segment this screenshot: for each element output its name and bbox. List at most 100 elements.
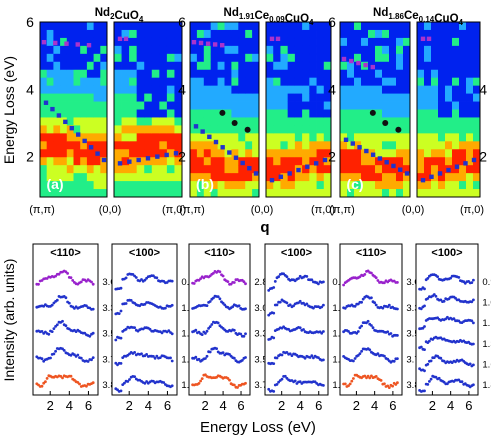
spectrum-point <box>343 306 347 310</box>
map-cell <box>100 37 108 47</box>
x-tick-label: 2 <box>278 398 285 413</box>
map-cell <box>309 37 317 47</box>
spectrum-point <box>356 354 360 357</box>
spectrum-point <box>353 304 357 308</box>
map-cell <box>86 133 94 142</box>
map-cell <box>445 29 453 39</box>
map-cell <box>224 165 232 174</box>
map-cell <box>80 165 88 174</box>
spectrum-frame <box>188 243 251 396</box>
map-cell <box>417 37 425 47</box>
dispersion-marker <box>420 177 426 183</box>
spectrum-point <box>40 357 44 361</box>
map-cell <box>144 101 153 110</box>
map-cell <box>375 37 383 47</box>
map-cell <box>459 69 467 79</box>
map-cell <box>354 157 362 166</box>
map-cell <box>86 101 94 110</box>
spectrum-point <box>472 278 475 282</box>
map-cell <box>46 149 54 158</box>
map-cell <box>361 109 369 118</box>
map-cell <box>396 141 404 150</box>
x-tick-label: 6 <box>315 398 322 413</box>
map-cell <box>294 133 303 142</box>
spectrum-point <box>145 276 149 280</box>
spectrum-point <box>356 330 360 333</box>
map-cell <box>80 141 88 150</box>
map-cell <box>438 61 446 71</box>
spectrum-point <box>226 280 230 283</box>
x-tick-label: 6 <box>389 398 396 413</box>
map-cell <box>121 133 130 142</box>
map-cell <box>136 149 145 158</box>
map-cell <box>354 181 362 190</box>
map-cell <box>93 69 101 79</box>
map-cell <box>309 149 317 158</box>
map-cell <box>424 117 432 126</box>
map-cell <box>166 109 175 118</box>
map-cell <box>431 141 439 150</box>
spectrum-point <box>69 276 73 279</box>
map-cell <box>354 37 362 47</box>
map-cell <box>361 69 369 79</box>
map-cell <box>73 101 81 110</box>
map-cell <box>323 165 332 174</box>
map-cell <box>121 37 130 47</box>
map-cell <box>238 37 246 47</box>
spectrum-point <box>207 327 211 330</box>
spectrum-point <box>197 382 201 385</box>
map-cell <box>60 37 68 47</box>
map-cell <box>217 101 225 110</box>
map-cell <box>46 141 54 150</box>
dispersion-marker <box>69 125 74 131</box>
map-cell <box>340 141 348 150</box>
map-cell <box>203 93 212 102</box>
map-cell <box>403 53 411 63</box>
map-cell <box>323 133 332 142</box>
map-cell <box>347 93 355 102</box>
spectrum-point <box>91 282 95 286</box>
map-cell <box>40 125 48 134</box>
momentum-label: 1.0 <box>482 298 491 309</box>
map-cell <box>80 101 88 110</box>
map-cell <box>224 133 232 142</box>
map-cell <box>354 165 362 174</box>
map-cell <box>309 141 317 150</box>
map-cell <box>389 69 397 79</box>
panel-separator <box>107 22 114 197</box>
map-cell <box>217 29 225 39</box>
map-cell <box>144 133 153 142</box>
map-cell <box>151 173 160 182</box>
map-cell <box>136 77 145 87</box>
map-cell <box>396 157 404 166</box>
map-cell <box>231 53 239 63</box>
map-cell <box>424 61 432 71</box>
map-cell <box>129 125 138 134</box>
map-cell <box>60 93 68 102</box>
map-cell <box>431 189 439 198</box>
map-cell <box>323 69 332 79</box>
map-cell <box>368 157 376 166</box>
map-cell <box>323 109 332 118</box>
spectrum-point <box>343 382 347 386</box>
map-cell <box>452 85 460 94</box>
map-cell <box>266 173 274 182</box>
spectrum-point <box>162 381 166 384</box>
x-tick-label: 4 <box>447 398 454 413</box>
spectrum-point <box>396 381 399 385</box>
map-cell <box>266 165 274 174</box>
dispersion-marker <box>101 157 107 163</box>
panel-label: (a) <box>46 176 63 192</box>
map-cell <box>231 133 239 142</box>
x-tick-label: (π,π) <box>179 204 205 216</box>
map-cell <box>238 165 246 174</box>
map-cell <box>438 117 446 126</box>
map-cell <box>294 29 303 39</box>
map-cell <box>245 141 253 150</box>
map-cell <box>266 77 274 87</box>
dispersion-marker <box>384 160 389 165</box>
map-cell <box>121 149 130 158</box>
map-cell <box>129 181 138 190</box>
map-cell <box>424 189 432 198</box>
dispersion-marker <box>173 151 179 156</box>
